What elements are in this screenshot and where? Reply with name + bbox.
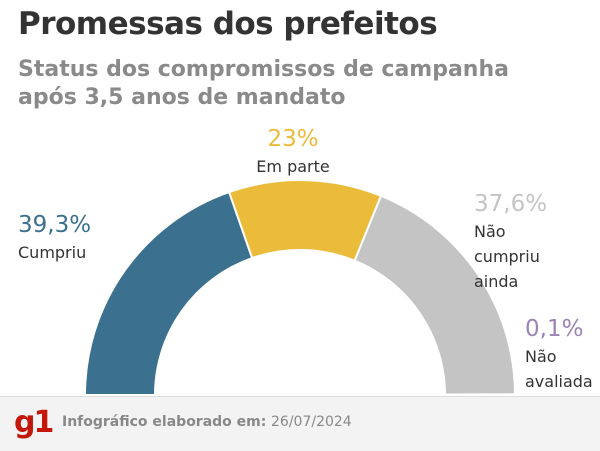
footer: g1 Infográfico elaborado em: 26/07/2024 (0, 396, 600, 451)
value-label: 23% (267, 126, 319, 152)
logo: g1 (14, 405, 54, 440)
category-label: Não avaliada (525, 347, 593, 391)
footer-date: 26/07/2024 (271, 414, 352, 430)
category-label: Em parte (256, 157, 330, 176)
chart-subtitle: Status dos compromissos de campanha após… (18, 57, 509, 110)
value-label: 37,6% (474, 191, 548, 217)
chart-title: Promessas dos prefeitos (18, 6, 438, 42)
value-label: 39,3% (18, 212, 92, 238)
footer-label: Infográfico elaborado em: (62, 414, 267, 430)
donut-segment (227, 179, 383, 262)
category-label: Cumpriu (18, 243, 87, 262)
donut-segment (443, 393, 517, 396)
category-label: Não cumpriu ainda (474, 222, 540, 291)
value-label: 0,1% (525, 316, 584, 342)
